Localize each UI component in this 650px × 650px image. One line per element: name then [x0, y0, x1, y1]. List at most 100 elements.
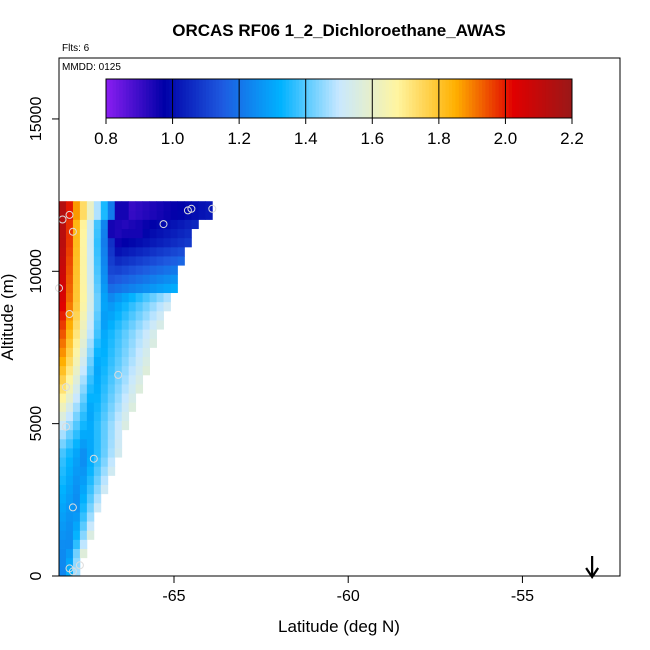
heatmap-cell	[65, 493, 74, 504]
heatmap-cell	[142, 256, 150, 266]
colorbar-segment	[109, 79, 114, 118]
colorbar-segment	[192, 79, 197, 118]
colorbar-segment	[568, 79, 573, 118]
colorbar-segment	[132, 79, 137, 118]
heatmap-cell	[170, 265, 178, 275]
heatmap-cell	[65, 429, 74, 440]
heatmap-cell	[59, 274, 67, 284]
heatmap-cell	[107, 310, 116, 321]
colorbar-segment	[285, 79, 290, 118]
colorbar-segment	[395, 79, 400, 118]
heatmap-cell	[107, 384, 116, 394]
colorbar-segment	[465, 79, 470, 118]
heatmap-cell	[72, 457, 81, 467]
colorbar-segment	[205, 79, 210, 118]
heatmap-cell	[191, 219, 199, 230]
heatmap-cell	[114, 347, 123, 358]
y-tick-label: 0	[28, 571, 45, 580]
colorbar-segment	[348, 79, 353, 118]
x-tick-label: -55	[511, 588, 534, 605]
heatmap-cell	[59, 310, 67, 321]
heatmap-cell	[86, 374, 95, 385]
heatmap-cell	[198, 210, 206, 220]
heatmap-cell	[128, 320, 137, 330]
colorbar-segment	[225, 79, 230, 118]
heatmap-cell	[114, 384, 123, 394]
heatmap-cell	[163, 283, 171, 294]
heatmap-cell	[107, 338, 116, 348]
colorbar-segment	[512, 79, 516, 118]
colorbar-segment	[335, 79, 340, 118]
colorbar-tick-label: 2.2	[560, 129, 584, 148]
heatmap-cell	[93, 347, 102, 358]
heatmap-cell	[86, 310, 95, 321]
heatmap-cell	[79, 448, 88, 458]
heatmap-cell	[128, 393, 137, 403]
heatmap-cell	[93, 210, 102, 220]
heatmap-cell	[59, 393, 67, 403]
colorbar-segment	[106, 79, 110, 118]
heatmap-cell	[65, 539, 74, 549]
sample-point	[208, 204, 217, 213]
heatmap-cell	[86, 384, 95, 394]
heatmap-cell	[72, 246, 81, 257]
heatmap-cell	[142, 301, 150, 312]
heatmap-cell	[93, 201, 102, 211]
heatmap-cell	[100, 411, 109, 421]
heatmap-cell	[72, 557, 81, 568]
heatmap-cell	[65, 237, 74, 248]
heatmap-cell	[93, 256, 102, 266]
colorbar-segment	[378, 79, 383, 118]
heatmap-cell	[79, 374, 88, 385]
heatmap-cell	[65, 512, 74, 522]
heatmap-cell	[114, 256, 123, 266]
colorbar-segment	[535, 79, 540, 118]
colorbar-segment	[169, 79, 174, 118]
heatmap-cell	[59, 265, 67, 275]
colorbar-segment	[418, 79, 423, 118]
colorbar-segment	[368, 79, 373, 118]
heatmap-cell	[128, 329, 137, 339]
heatmap-cell	[114, 429, 123, 440]
colorbar-segment	[289, 79, 293, 118]
colorbar	[105, 78, 573, 119]
heatmap-cell	[107, 256, 116, 266]
sample-point	[114, 370, 123, 379]
heatmap-cell	[59, 329, 67, 339]
heatmap-cell	[72, 210, 81, 220]
colorbar-segment	[269, 79, 273, 118]
heatmap-cell	[135, 374, 144, 385]
heatmap-cell	[79, 475, 88, 485]
heatmap-cell	[72, 448, 81, 458]
heatmap-cell	[121, 420, 130, 431]
colorbar-segment	[255, 79, 260, 118]
heatmap-cell	[72, 301, 81, 312]
heatmap-cell	[72, 256, 81, 266]
heatmap-cell	[59, 237, 67, 248]
heatmap-cell	[65, 274, 74, 284]
heatmap-cell	[177, 210, 185, 220]
heatmap-cell	[184, 228, 192, 239]
colorbar-segment	[315, 79, 320, 118]
heatmap-cell	[149, 246, 157, 257]
colorbar-segment	[242, 79, 247, 118]
arrow-head	[585, 567, 600, 579]
heatmap-cell	[121, 374, 130, 385]
heatmap-cell	[114, 320, 123, 330]
heatmap-cell	[79, 393, 88, 403]
heatmap-cell	[79, 420, 88, 431]
colorbar-segment	[305, 79, 310, 118]
heatmap-cell	[149, 329, 157, 339]
heatmap-cell	[128, 201, 137, 211]
heatmap-cell	[100, 365, 109, 376]
colorbar-segment	[552, 79, 556, 118]
heatmap-cell	[100, 475, 109, 485]
colorbar-segment	[135, 79, 140, 118]
heatmap-cell	[107, 246, 116, 257]
heatmap-cell	[156, 320, 164, 330]
heatmap-cell	[86, 356, 95, 367]
colorbar-segment	[339, 79, 343, 118]
heatmap-cell	[156, 237, 164, 248]
heatmap-cell	[128, 219, 137, 230]
